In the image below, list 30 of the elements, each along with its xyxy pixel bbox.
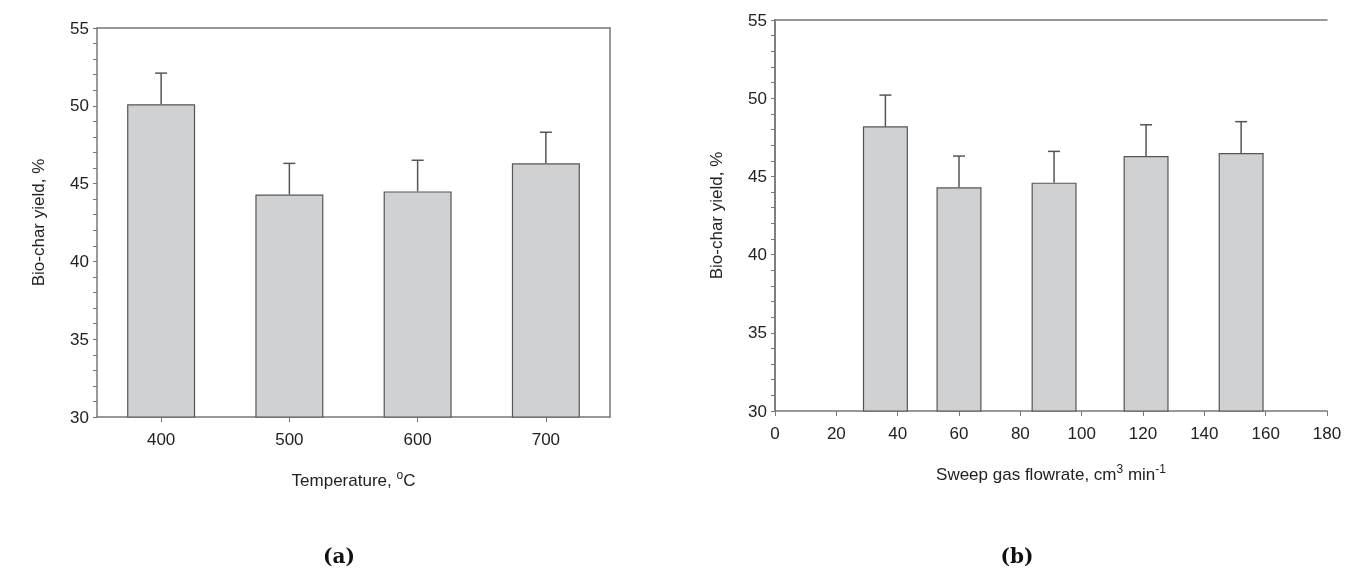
y-tick-label: 50 [748, 88, 767, 108]
x-tick-label: 120 [1128, 424, 1158, 443]
x-tick-label: 20 [826, 424, 846, 443]
y-tick-label: 40 [70, 251, 89, 271]
y-tick-label: 35 [748, 323, 767, 343]
y-tick-label: 35 [70, 329, 89, 349]
x-tick-label: 80 [1010, 424, 1030, 443]
text: (a) [323, 544, 355, 568]
x-tick-label: 160 [1251, 424, 1280, 443]
y-tick-label: 40 [748, 245, 767, 265]
x-tick-label: 60 [949, 424, 969, 443]
x-tick-label: 40 [888, 424, 908, 443]
y-tick-label: 45 [748, 166, 767, 186]
x-tick-label: 0 [770, 424, 780, 443]
y-tick-label: 50 [70, 96, 89, 116]
y-tick-label: 30 [70, 407, 89, 427]
y-tick-label: 45 [70, 174, 89, 194]
y-tick-label: 30 [748, 401, 767, 421]
y-tick-label: 55 [70, 18, 89, 38]
x-tick-label: 600 [403, 430, 432, 449]
x-tick-label: 140 [1190, 424, 1219, 443]
x-tick-label: 700 [531, 430, 561, 449]
x-tick-label: 180 [1312, 424, 1342, 443]
y-tick-label: 55 [748, 10, 767, 30]
text: (b) [1000, 544, 1034, 568]
x-tick-label: 400 [146, 430, 176, 449]
y-axis-title: Bio-char yield, % [707, 151, 726, 280]
y-axis-title: Bio-char yield, % [29, 158, 48, 287]
x-tick-label: 100 [1067, 424, 1096, 443]
x-tick-label: 500 [275, 430, 304, 449]
